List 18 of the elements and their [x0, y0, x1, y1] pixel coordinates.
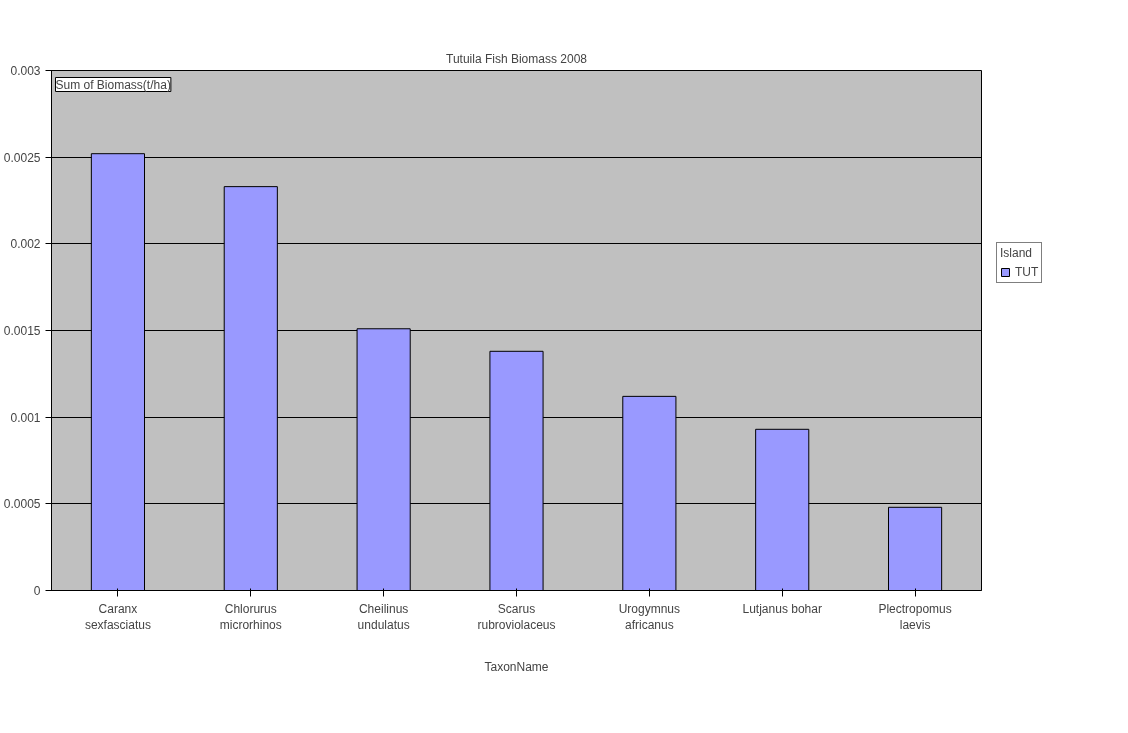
x-tick-label: Caranx sexfasciatus [84, 601, 151, 633]
legend-title: Island [1000, 246, 1034, 260]
chart-title: Tutuila Fish Biomass 2008 [446, 51, 588, 66]
legend-label: TUT [1015, 265, 1039, 279]
x-tick-label: Scarus rubroviolaceus [477, 601, 556, 633]
y-tick-label: 0.0005 [3, 497, 41, 512]
y-tick-label: 0.0015 [3, 324, 41, 338]
x-tick-label: Chlorurus microrhinos [219, 601, 282, 633]
x-tick-label: Plectropomus laevis [878, 601, 952, 633]
y-tick-label: 0.0025 [3, 150, 41, 165]
y-tick-label: 0.001 [10, 410, 41, 425]
x-axis-title: TaxonName [484, 660, 549, 675]
y-tick-label: 0.002 [10, 237, 41, 252]
y-tick-label: 0 [33, 584, 41, 598]
y-tick-label: 0.003 [10, 64, 41, 78]
x-tick-label: Lutjanus bohar [742, 601, 822, 616]
x-tick-label: Urogymnus africanus [618, 601, 681, 633]
x-tick-label: Cheilinus undulatus [357, 601, 410, 633]
